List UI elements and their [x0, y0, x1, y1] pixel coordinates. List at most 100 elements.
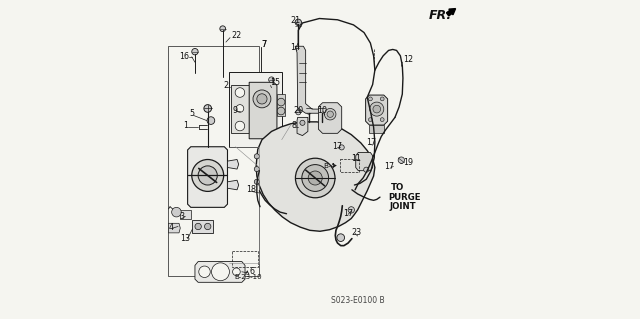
- Text: 17: 17: [343, 209, 353, 218]
- Polygon shape: [188, 147, 227, 207]
- Polygon shape: [256, 122, 375, 231]
- Polygon shape: [193, 220, 213, 233]
- Text: 19: 19: [404, 158, 413, 167]
- Text: 17: 17: [385, 162, 395, 171]
- Circle shape: [398, 157, 404, 163]
- Circle shape: [296, 158, 335, 198]
- Text: 20: 20: [294, 106, 304, 115]
- Text: 16: 16: [180, 52, 189, 61]
- Text: 23: 23: [351, 228, 362, 237]
- Text: 15: 15: [271, 78, 281, 87]
- Circle shape: [212, 263, 229, 281]
- Text: PURGE: PURGE: [388, 193, 421, 202]
- Circle shape: [295, 19, 301, 26]
- Bar: [340, 159, 359, 172]
- Circle shape: [296, 110, 301, 115]
- Polygon shape: [319, 103, 342, 133]
- Circle shape: [195, 223, 202, 230]
- Text: 13: 13: [180, 234, 190, 243]
- Polygon shape: [365, 95, 388, 125]
- Text: 2: 2: [223, 81, 228, 90]
- Circle shape: [198, 166, 218, 185]
- Polygon shape: [180, 210, 191, 219]
- Text: S023-E0100 B: S023-E0100 B: [331, 296, 385, 305]
- Text: 14: 14: [291, 43, 301, 52]
- Text: 11: 11: [351, 154, 361, 163]
- FancyArrow shape: [447, 9, 456, 16]
- Text: 22: 22: [231, 31, 241, 40]
- Circle shape: [324, 108, 336, 120]
- Circle shape: [348, 207, 355, 213]
- Circle shape: [192, 48, 198, 55]
- Polygon shape: [295, 46, 319, 113]
- Text: 4: 4: [168, 223, 173, 232]
- Circle shape: [369, 118, 372, 122]
- Circle shape: [269, 77, 275, 83]
- Text: 5: 5: [190, 109, 195, 118]
- Circle shape: [307, 109, 312, 114]
- Polygon shape: [277, 94, 285, 116]
- Text: 7: 7: [261, 40, 266, 48]
- Circle shape: [235, 121, 244, 131]
- Bar: [229, 72, 282, 147]
- Text: 1: 1: [184, 121, 188, 130]
- Circle shape: [220, 26, 225, 32]
- Polygon shape: [230, 85, 249, 133]
- Circle shape: [327, 111, 333, 117]
- Text: 12: 12: [404, 56, 413, 64]
- Circle shape: [308, 171, 322, 185]
- Text: 6: 6: [249, 267, 254, 276]
- Bar: [369, 125, 384, 133]
- Circle shape: [253, 90, 271, 108]
- Circle shape: [204, 105, 212, 112]
- Circle shape: [337, 234, 344, 241]
- Circle shape: [172, 207, 181, 217]
- Circle shape: [302, 165, 328, 191]
- Polygon shape: [168, 223, 180, 233]
- Circle shape: [254, 154, 259, 159]
- Text: JOINT: JOINT: [390, 202, 416, 211]
- Text: 3: 3: [179, 212, 184, 221]
- Circle shape: [277, 107, 285, 115]
- Polygon shape: [195, 262, 245, 282]
- Text: 7: 7: [261, 40, 266, 48]
- Circle shape: [380, 118, 384, 122]
- Circle shape: [277, 98, 285, 106]
- Circle shape: [364, 167, 369, 172]
- Text: 21: 21: [291, 16, 301, 25]
- Text: 18: 18: [246, 185, 257, 194]
- Circle shape: [300, 120, 305, 125]
- Bar: [232, 251, 259, 267]
- Polygon shape: [297, 117, 308, 136]
- Circle shape: [235, 88, 244, 97]
- Circle shape: [207, 117, 215, 124]
- Circle shape: [254, 167, 259, 172]
- Polygon shape: [356, 152, 372, 171]
- Circle shape: [373, 105, 381, 113]
- Circle shape: [369, 97, 372, 101]
- Polygon shape: [227, 180, 239, 190]
- Text: B-4: B-4: [323, 163, 335, 168]
- Circle shape: [380, 97, 384, 101]
- Circle shape: [254, 179, 259, 184]
- Circle shape: [232, 268, 240, 276]
- Text: TO: TO: [391, 183, 404, 192]
- Polygon shape: [227, 160, 239, 169]
- Circle shape: [192, 160, 223, 191]
- Text: FR.: FR.: [429, 9, 452, 22]
- Text: 8: 8: [292, 121, 297, 130]
- Circle shape: [205, 223, 211, 230]
- Circle shape: [257, 94, 267, 104]
- Circle shape: [370, 102, 384, 116]
- Bar: [168, 46, 259, 276]
- Text: 17: 17: [366, 138, 376, 147]
- Text: B-23-10: B-23-10: [234, 274, 262, 280]
- Text: 10: 10: [317, 106, 328, 115]
- Text: 9: 9: [232, 106, 237, 115]
- Circle shape: [319, 109, 324, 114]
- Circle shape: [199, 266, 211, 278]
- Circle shape: [339, 145, 344, 150]
- Circle shape: [236, 105, 244, 112]
- Text: 17: 17: [332, 142, 342, 151]
- Polygon shape: [249, 82, 277, 139]
